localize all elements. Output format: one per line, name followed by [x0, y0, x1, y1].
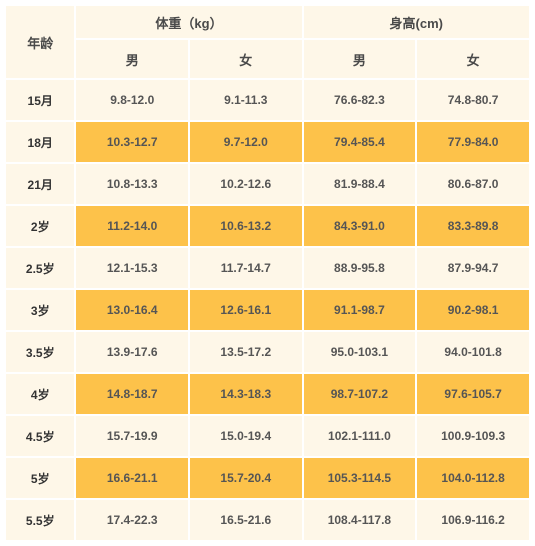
cell-height-female: 104.0-112.8 — [417, 458, 529, 498]
cell-height-male: 102.1-111.0 — [304, 416, 416, 456]
table-row: 3岁13.0-16.412.6-16.191.1-98.790.2-98.1 — [6, 290, 529, 330]
table-row: 4岁14.8-18.714.3-18.398.7-107.297.6-105.7 — [6, 374, 529, 414]
table-row: 3.5岁13.9-17.613.5-17.295.0-103.194.0-101… — [6, 332, 529, 372]
table-body: 15月9.8-12.09.1-11.376.6-82.374.8-80.718月… — [6, 80, 529, 540]
header-height: 身高(cm) — [304, 6, 529, 38]
cell-height-male: 91.1-98.7 — [304, 290, 416, 330]
cell-weight-female: 16.5-21.6 — [190, 500, 302, 540]
cell-weight-female: 9.7-12.0 — [190, 122, 302, 162]
cell-weight-male: 14.8-18.7 — [76, 374, 188, 414]
cell-height-female: 83.3-89.8 — [417, 206, 529, 246]
cell-weight-female: 15.7-20.4 — [190, 458, 302, 498]
cell-weight-female: 10.2-12.6 — [190, 164, 302, 204]
cell-weight-male: 12.1-15.3 — [76, 248, 188, 288]
cell-age: 4岁 — [6, 374, 74, 414]
table-header: 年龄 体重（kg） 身高(cm) 男 女 男 女 — [6, 6, 529, 78]
cell-height-female: 100.9-109.3 — [417, 416, 529, 456]
cell-age: 2.5岁 — [6, 248, 74, 288]
cell-age: 5.5岁 — [6, 500, 74, 540]
cell-age: 2岁 — [6, 206, 74, 246]
cell-weight-male: 11.2-14.0 — [76, 206, 188, 246]
cell-age: 18月 — [6, 122, 74, 162]
cell-height-female: 106.9-116.2 — [417, 500, 529, 540]
header-age: 年龄 — [6, 6, 74, 78]
table-row: 18月10.3-12.79.7-12.079.4-85.477.9-84.0 — [6, 122, 529, 162]
cell-height-male: 79.4-85.4 — [304, 122, 416, 162]
cell-age: 4.5岁 — [6, 416, 74, 456]
cell-weight-female: 15.0-19.4 — [190, 416, 302, 456]
cell-weight-male: 13.9-17.6 — [76, 332, 188, 372]
cell-height-male: 95.0-103.1 — [304, 332, 416, 372]
growth-table: 年龄 体重（kg） 身高(cm) 男 女 男 女 15月9.8-12.09.1-… — [4, 4, 531, 542]
cell-height-male: 98.7-107.2 — [304, 374, 416, 414]
cell-weight-male: 13.0-16.4 — [76, 290, 188, 330]
cell-weight-male: 16.6-21.1 — [76, 458, 188, 498]
cell-height-female: 77.9-84.0 — [417, 122, 529, 162]
header-height-female: 女 — [417, 40, 529, 78]
table-row: 15月9.8-12.09.1-11.376.6-82.374.8-80.7 — [6, 80, 529, 120]
cell-height-male: 105.3-114.5 — [304, 458, 416, 498]
header-weight: 体重（kg） — [76, 6, 301, 38]
cell-height-male: 84.3-91.0 — [304, 206, 416, 246]
cell-age: 21月 — [6, 164, 74, 204]
cell-weight-male: 10.8-13.3 — [76, 164, 188, 204]
header-height-male: 男 — [304, 40, 416, 78]
cell-weight-male: 10.3-12.7 — [76, 122, 188, 162]
cell-age: 3岁 — [6, 290, 74, 330]
cell-weight-female: 12.6-16.1 — [190, 290, 302, 330]
table-row: 4.5岁15.7-19.915.0-19.4102.1-111.0100.9-1… — [6, 416, 529, 456]
cell-height-male: 81.9-88.4 — [304, 164, 416, 204]
cell-age: 15月 — [6, 80, 74, 120]
table-row: 5.5岁17.4-22.316.5-21.6108.4-117.8106.9-1… — [6, 500, 529, 540]
cell-age: 5岁 — [6, 458, 74, 498]
cell-height-female: 74.8-80.7 — [417, 80, 529, 120]
cell-weight-female: 9.1-11.3 — [190, 80, 302, 120]
table-row: 2.5岁12.1-15.311.7-14.788.9-95.887.9-94.7 — [6, 248, 529, 288]
table-row: 2岁11.2-14.010.6-13.284.3-91.083.3-89.8 — [6, 206, 529, 246]
cell-weight-male: 15.7-19.9 — [76, 416, 188, 456]
cell-height-female: 97.6-105.7 — [417, 374, 529, 414]
cell-weight-female: 10.6-13.2 — [190, 206, 302, 246]
cell-height-female: 94.0-101.8 — [417, 332, 529, 372]
cell-height-male: 76.6-82.3 — [304, 80, 416, 120]
cell-height-male: 108.4-117.8 — [304, 500, 416, 540]
cell-height-female: 80.6-87.0 — [417, 164, 529, 204]
cell-weight-male: 9.8-12.0 — [76, 80, 188, 120]
table-row: 21月10.8-13.310.2-12.681.9-88.480.6-87.0 — [6, 164, 529, 204]
header-weight-male: 男 — [76, 40, 188, 78]
header-weight-female: 女 — [190, 40, 302, 78]
cell-weight-male: 17.4-22.3 — [76, 500, 188, 540]
cell-height-female: 87.9-94.7 — [417, 248, 529, 288]
cell-height-male: 88.9-95.8 — [304, 248, 416, 288]
table-row: 5岁16.6-21.115.7-20.4105.3-114.5104.0-112… — [6, 458, 529, 498]
cell-weight-female: 13.5-17.2 — [190, 332, 302, 372]
cell-weight-female: 11.7-14.7 — [190, 248, 302, 288]
cell-height-female: 90.2-98.1 — [417, 290, 529, 330]
cell-age: 3.5岁 — [6, 332, 74, 372]
cell-weight-female: 14.3-18.3 — [190, 374, 302, 414]
